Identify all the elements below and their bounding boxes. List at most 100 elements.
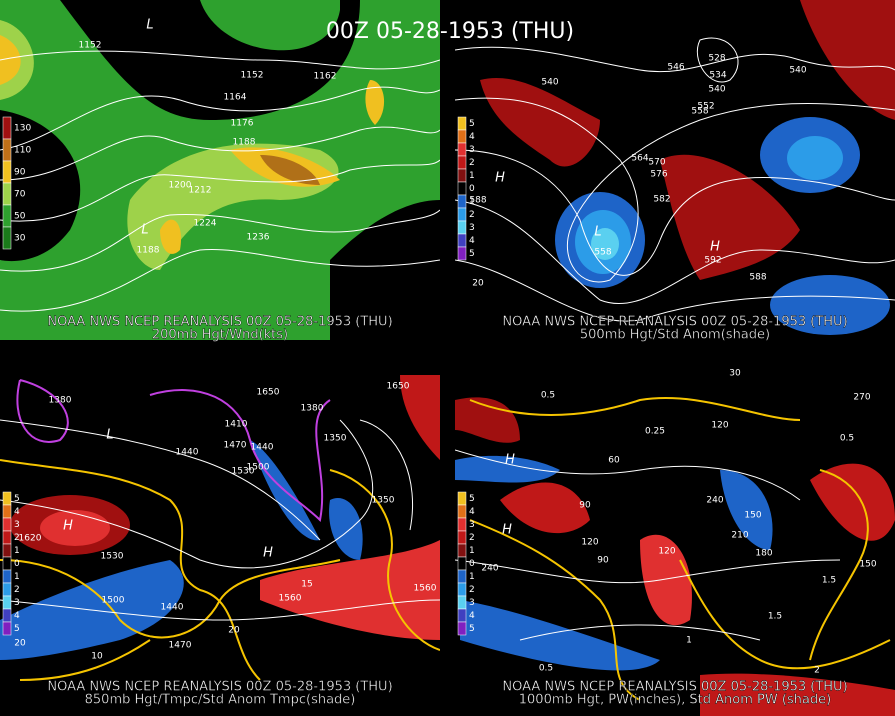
legend-swatch xyxy=(2,556,12,571)
legend-swatch xyxy=(457,621,467,636)
legend-swatch xyxy=(457,582,467,597)
pressure-center: L xyxy=(141,223,148,238)
legend-swatch xyxy=(457,608,467,623)
legend-swatch xyxy=(2,530,12,545)
legend-label: 30 xyxy=(14,234,26,244)
contour-label: 1162 xyxy=(314,72,337,82)
contour-label: 20 xyxy=(472,279,484,289)
pressure-center: L xyxy=(594,225,601,240)
contour-label: 1188 xyxy=(137,246,160,256)
contour-label: 592 xyxy=(704,256,721,266)
legend-label: 2 xyxy=(469,210,475,220)
legend-label: 1 xyxy=(14,546,20,556)
contour-label: 20 xyxy=(14,639,26,649)
contour-label: 534 xyxy=(709,71,726,81)
legend-label: 2 xyxy=(469,158,475,168)
legend-swatch xyxy=(2,182,12,206)
contour-label: 582 xyxy=(653,195,670,205)
contour-label: 0.5 xyxy=(539,664,553,674)
contour-label: 576 xyxy=(650,170,667,180)
panel-header: NOAA NWS NCEP REANALYSIS 00Z 05-28-1953 … xyxy=(47,315,392,330)
legend-label: 1 xyxy=(469,171,475,181)
contour-label: 20 xyxy=(228,626,240,636)
contour-label: 1350 xyxy=(372,496,395,506)
panel-caption: 500mb Hgt/Std Anom(shade) xyxy=(580,328,770,343)
panel-200mb xyxy=(0,0,440,340)
contour-label: 1200 xyxy=(169,181,192,191)
legend-swatch xyxy=(2,226,12,250)
contour-label: 180 xyxy=(755,549,772,559)
contour-label: 1380 xyxy=(301,404,324,414)
panel-850mb xyxy=(0,375,440,681)
contour-label: 540 xyxy=(541,78,558,88)
contour-label: 240 xyxy=(706,496,723,506)
panel-header: NOAA NWS NCEP REANALYSIS 00Z 05-28-1953 … xyxy=(502,680,847,695)
legend-swatch xyxy=(2,621,12,636)
contour-label: 30 xyxy=(729,369,741,379)
contour-label: 1236 xyxy=(247,233,270,243)
legend-label: 1 xyxy=(469,572,475,582)
legend-label: 5 xyxy=(469,119,475,129)
legend-label: 90 xyxy=(14,168,26,178)
contour-label: 1560 xyxy=(414,584,437,594)
legend-swatch xyxy=(457,168,467,183)
legend-swatch xyxy=(457,207,467,222)
legend-swatch xyxy=(457,556,467,571)
legend-swatch xyxy=(457,233,467,248)
contour-label: 120 xyxy=(658,547,675,557)
contour-label: 540 xyxy=(789,66,806,76)
legend-swatch xyxy=(2,116,12,140)
legend-label: 4 xyxy=(469,236,475,246)
contour-label: 1530 xyxy=(232,467,255,477)
contour-label: 1152 xyxy=(79,41,102,51)
legend-swatch xyxy=(457,504,467,519)
contour-label: 60 xyxy=(608,456,620,466)
contour-label: 1530 xyxy=(101,552,124,562)
contour-label: 1176 xyxy=(231,119,254,129)
legend-swatch xyxy=(2,160,12,184)
legend-label: 4 xyxy=(469,611,475,621)
legend-label: 2 xyxy=(469,585,475,595)
legend-swatch xyxy=(457,155,467,170)
panel-1000mb xyxy=(455,396,895,716)
legend-swatch xyxy=(457,142,467,157)
contour-label: 240 xyxy=(481,564,498,574)
legend-swatch xyxy=(457,181,467,196)
contour-label: 1188 xyxy=(233,138,256,148)
contour-label: 1500 xyxy=(102,596,125,606)
contour-label: 1380 xyxy=(49,396,72,406)
contour-label: 1470 xyxy=(224,441,247,451)
legend-swatch xyxy=(457,543,467,558)
contour-label: 0.5 xyxy=(840,434,854,444)
contour-label: 558 xyxy=(594,248,611,258)
panel-caption: 1000mb Hgt, PW(inches), Std Anom PW (sha… xyxy=(519,693,831,708)
legend-label: 0 xyxy=(14,559,20,569)
legend-swatch xyxy=(2,608,12,623)
contour-label: 1.5 xyxy=(822,576,836,586)
panel-header: NOAA NWS NCEP REANALYSIS 00Z 05-28-1953 … xyxy=(502,315,847,330)
contour-label: 1440 xyxy=(251,443,274,453)
legend-swatch xyxy=(2,204,12,228)
panel-header: NOAA NWS NCEP REANALYSIS 00Z 05-28-1953 … xyxy=(47,680,392,695)
contour-label: 1440 xyxy=(161,603,184,613)
contour-label: 2 xyxy=(814,666,820,676)
legend-label: 2 xyxy=(469,533,475,543)
legend-swatch xyxy=(457,530,467,545)
panel-caption: 200mb Hgt/Wnd(kts) xyxy=(152,328,288,343)
legend-label: 1 xyxy=(14,572,20,582)
contour-label: 90 xyxy=(597,556,609,566)
contour-label: 1470 xyxy=(169,641,192,651)
contour-label: 1560 xyxy=(279,594,302,604)
legend-label: 0 xyxy=(469,184,475,194)
contour-label: 0.5 xyxy=(541,391,555,401)
legend-label: 3 xyxy=(14,520,20,530)
legend-label: 70 xyxy=(14,190,26,200)
legend-swatch xyxy=(457,517,467,532)
contour-label: 270 xyxy=(853,393,870,403)
contour-label: 150 xyxy=(859,560,876,570)
contour-label: 1650 xyxy=(257,388,280,398)
legend-label: 5 xyxy=(469,624,475,634)
title: 00Z 05-28-1953 (THU) xyxy=(326,19,574,44)
contour-label: 1350 xyxy=(324,434,347,444)
